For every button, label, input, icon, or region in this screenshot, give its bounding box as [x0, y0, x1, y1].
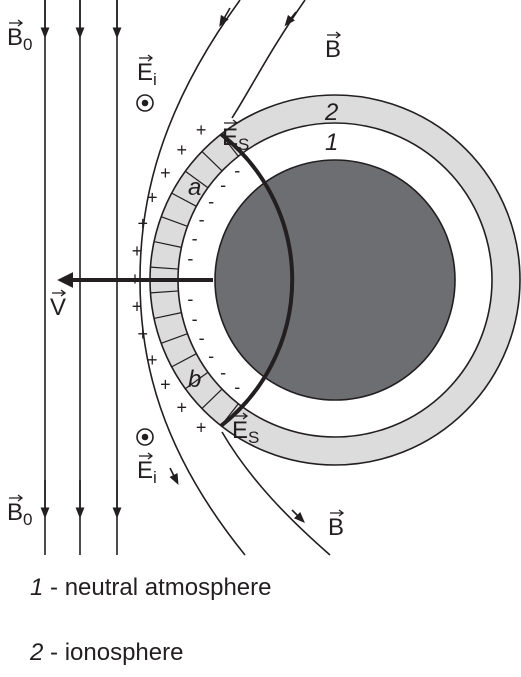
ei-label: Ei [137, 59, 157, 89]
legend-item: 1 - neutral atmosphere [30, 574, 271, 601]
vector-arrow [9, 19, 24, 27]
subscript: 0 [23, 35, 32, 54]
vector-arrow [330, 509, 345, 517]
plus-sign: + [177, 140, 188, 160]
vector-arrows [9, 19, 345, 517]
plus-sign: + [132, 297, 143, 317]
field-tick [201, 388, 223, 409]
minus-sign: - [186, 269, 192, 289]
field-lines [40, 0, 122, 555]
plus-sign: + [196, 417, 207, 437]
out-of-page-symbols [136, 94, 154, 446]
plus-sign: + [160, 163, 171, 183]
minus-sign: - [208, 346, 214, 366]
es-label: ES [232, 417, 259, 447]
field-tick [184, 371, 209, 390]
subscript: S [248, 428, 259, 447]
field-tick [150, 266, 179, 270]
field-tick [171, 192, 197, 207]
minus-sign: - [220, 363, 226, 383]
ring-label: 1 [325, 129, 338, 156]
vector-arrow [139, 452, 154, 460]
field-tick [153, 240, 182, 248]
plus-sign: + [132, 241, 143, 261]
vector-arrow [327, 31, 342, 39]
minus-sign: - [187, 289, 193, 309]
subscript: i [153, 468, 157, 487]
plus-sign: + [147, 187, 158, 207]
minus-sign: - [234, 377, 240, 397]
field-tick [220, 403, 239, 427]
b0-label: B0 [7, 24, 32, 54]
vector-arrow [234, 412, 249, 420]
symbol: E [137, 59, 153, 86]
symbol: E [137, 457, 153, 484]
vector-arrow [139, 54, 154, 62]
minus-sign: - [187, 248, 193, 268]
minus-sign: - [220, 175, 226, 195]
symbol: B [7, 499, 23, 526]
region-label: b [188, 366, 201, 393]
region-label: a [188, 174, 201, 201]
legend-item: 2 - ionosphere [29, 639, 183, 666]
field-tick [220, 133, 239, 157]
vector-arrow [224, 119, 239, 127]
plus-sign: + [137, 214, 148, 234]
minus-sign: - [234, 160, 240, 180]
minus-sign: - [192, 229, 198, 249]
plus-sign: + [196, 120, 207, 140]
symbol: B [7, 24, 23, 51]
subscript: 0 [23, 510, 32, 529]
ei-label: Ei [137, 457, 157, 487]
b-label: B [328, 514, 344, 541]
planet [149, 94, 521, 466]
plus-sign: + [130, 269, 141, 289]
field-tick [171, 353, 197, 368]
plus-sign: + [137, 324, 148, 344]
plus-sign: + [177, 397, 188, 417]
symbol: E [222, 124, 238, 151]
minus-sign: - [192, 309, 198, 329]
minus-sign: - [199, 209, 205, 229]
vector-arrow [9, 494, 24, 502]
symbol: E [232, 417, 248, 444]
subscript: i [153, 70, 157, 89]
minus-sign: - [208, 191, 214, 211]
field-tick [150, 290, 179, 294]
field-tick [160, 333, 188, 344]
b0-label: B0 [7, 499, 32, 529]
field-tick [153, 312, 182, 320]
field-tick [184, 170, 209, 189]
es-label: ES [222, 124, 249, 154]
b-label: B [325, 36, 341, 63]
plus-sign: + [160, 375, 171, 395]
vector-arrow [52, 289, 67, 297]
ring-label: 2 [324, 99, 338, 126]
subscript: S [238, 135, 249, 154]
v-label: V [50, 294, 66, 321]
field-tick [160, 216, 188, 227]
plus-sign: + [147, 350, 158, 370]
minus-sign: - [199, 328, 205, 348]
field-tick [201, 151, 223, 172]
